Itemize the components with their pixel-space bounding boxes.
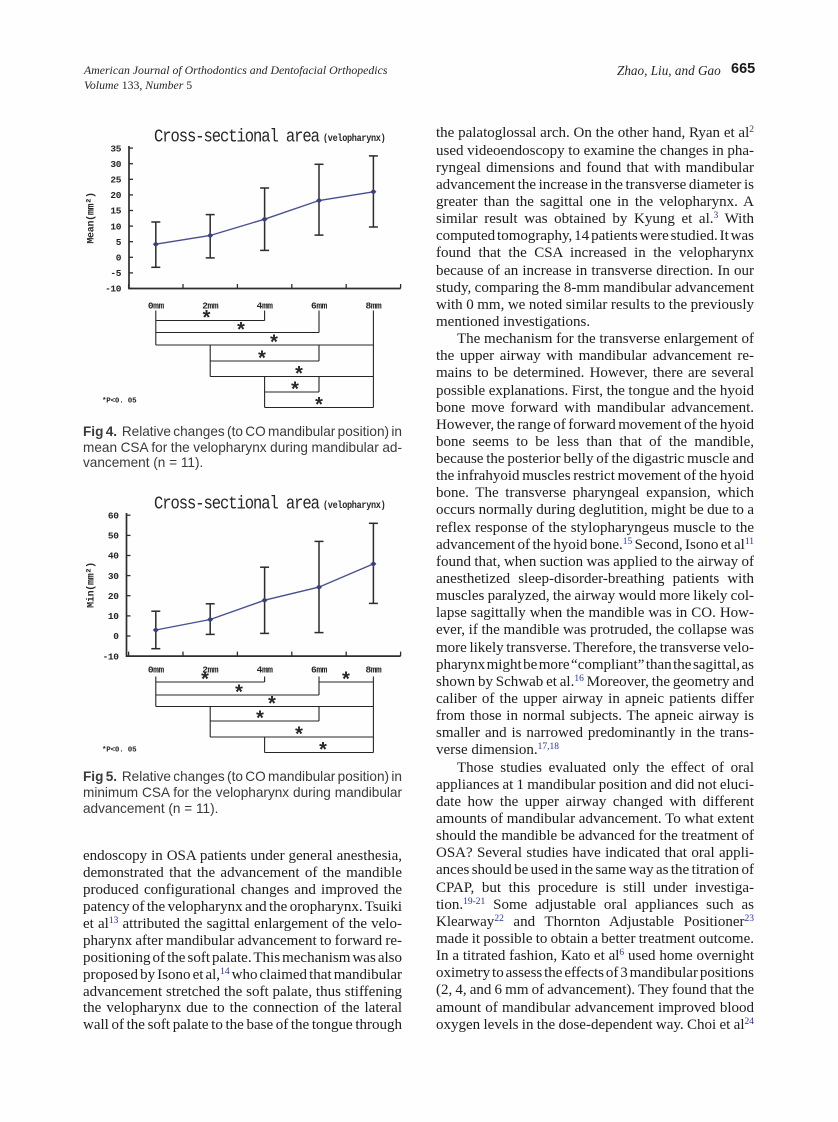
svg-text:25: 25 <box>110 175 121 186</box>
svg-text:0mm: 0mm <box>148 301 165 312</box>
svg-text:*: * <box>313 396 325 419</box>
svg-text:*: * <box>289 380 301 403</box>
svg-text:*: * <box>256 349 268 372</box>
svg-text:0: 0 <box>113 631 119 642</box>
svg-text:6mm: 6mm <box>311 665 328 676</box>
svg-text:40: 40 <box>108 551 119 562</box>
svg-text:-10: -10 <box>103 651 120 662</box>
svg-text:*: * <box>199 670 211 693</box>
svg-text:*: * <box>235 321 247 344</box>
svg-text:(velopharynx): (velopharynx) <box>323 132 385 144</box>
svg-text:5: 5 <box>116 237 122 248</box>
svg-text:4mm: 4mm <box>257 301 274 312</box>
svg-text:*: * <box>254 709 266 732</box>
svg-text:2mm: 2mm <box>202 301 219 312</box>
svg-text:4mm: 4mm <box>257 665 274 676</box>
svg-text:*: * <box>200 309 212 332</box>
svg-text:60: 60 <box>108 510 119 521</box>
svg-text:-10: -10 <box>105 284 122 295</box>
svg-text:30: 30 <box>110 159 121 170</box>
svg-text:*: * <box>293 365 305 388</box>
svg-text:Min(mm²): Min(mm²) <box>86 562 98 608</box>
svg-text:*P<0. 05: *P<0. 05 <box>102 398 137 406</box>
svg-text:20: 20 <box>108 591 119 602</box>
svg-text:10: 10 <box>110 221 121 232</box>
svg-text:Mean(mm²): Mean(mm²) <box>86 192 98 243</box>
svg-text:*: * <box>317 741 329 764</box>
svg-text:Cross-sectional area: Cross-sectional area <box>154 128 320 148</box>
svg-text:*: * <box>340 670 352 693</box>
svg-text:8mm: 8mm <box>365 665 382 676</box>
svg-text:*: * <box>266 695 278 718</box>
svg-text:*: * <box>233 683 245 706</box>
svg-text:30: 30 <box>108 571 119 582</box>
svg-text:6mm: 6mm <box>311 301 328 312</box>
svg-text:8mm: 8mm <box>365 301 382 312</box>
svg-text:20: 20 <box>110 190 121 201</box>
svg-text:-5: -5 <box>110 268 121 279</box>
svg-text:(velopharynx): (velopharynx) <box>323 499 385 511</box>
svg-text:35: 35 <box>110 143 121 154</box>
svg-text:50: 50 <box>108 531 119 542</box>
svg-text:10: 10 <box>108 611 119 622</box>
svg-text:*: * <box>268 333 280 356</box>
svg-text:2mm: 2mm <box>202 665 219 676</box>
svg-text:0: 0 <box>116 253 122 264</box>
svg-text:Cross-sectional area: Cross-sectional area <box>154 495 320 515</box>
svg-text:0mm: 0mm <box>148 665 165 676</box>
svg-text:*: * <box>293 725 305 748</box>
svg-text:*P<0. 05: *P<0. 05 <box>102 747 137 755</box>
svg-text:15: 15 <box>110 206 121 217</box>
